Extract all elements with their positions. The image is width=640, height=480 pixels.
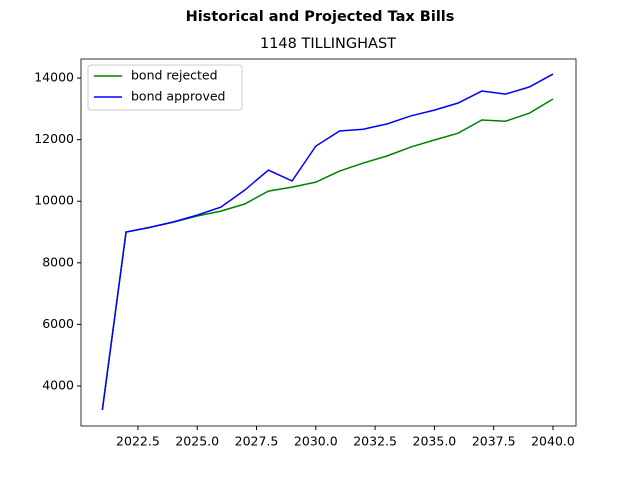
- legend-label: bond rejected: [131, 68, 218, 83]
- x-tick-label: 2022.5: [116, 434, 160, 449]
- x-tick-label: 2035.0: [413, 434, 457, 449]
- x-tick-label: 2037.5: [472, 434, 516, 449]
- x-tick-label: 2032.5: [353, 434, 397, 449]
- y-tick-label: 10000: [34, 193, 74, 208]
- legend-box: [87, 64, 243, 111]
- y-tick-label: 4000: [42, 377, 74, 392]
- series-line: [101, 73, 554, 411]
- legend-label: bond approved: [131, 89, 225, 104]
- y-tick-label: 14000: [34, 70, 74, 85]
- suptitle: Historical and Projected Tax Bills: [186, 9, 455, 25]
- series-line: [101, 98, 554, 411]
- x-tick-label: 2030.0: [294, 434, 338, 449]
- y-tick-label: 12000: [34, 131, 74, 146]
- chart-title: 1148 TILLINGHAST: [260, 36, 396, 52]
- plot-frame: [80, 58, 577, 427]
- x-tick-label: 2025.0: [175, 434, 219, 449]
- y-tick-label: 8000: [42, 254, 74, 269]
- x-tick-label: 2027.5: [235, 434, 279, 449]
- y-tick-label: 6000: [42, 316, 74, 331]
- x-tick-label: 2040.0: [531, 434, 575, 449]
